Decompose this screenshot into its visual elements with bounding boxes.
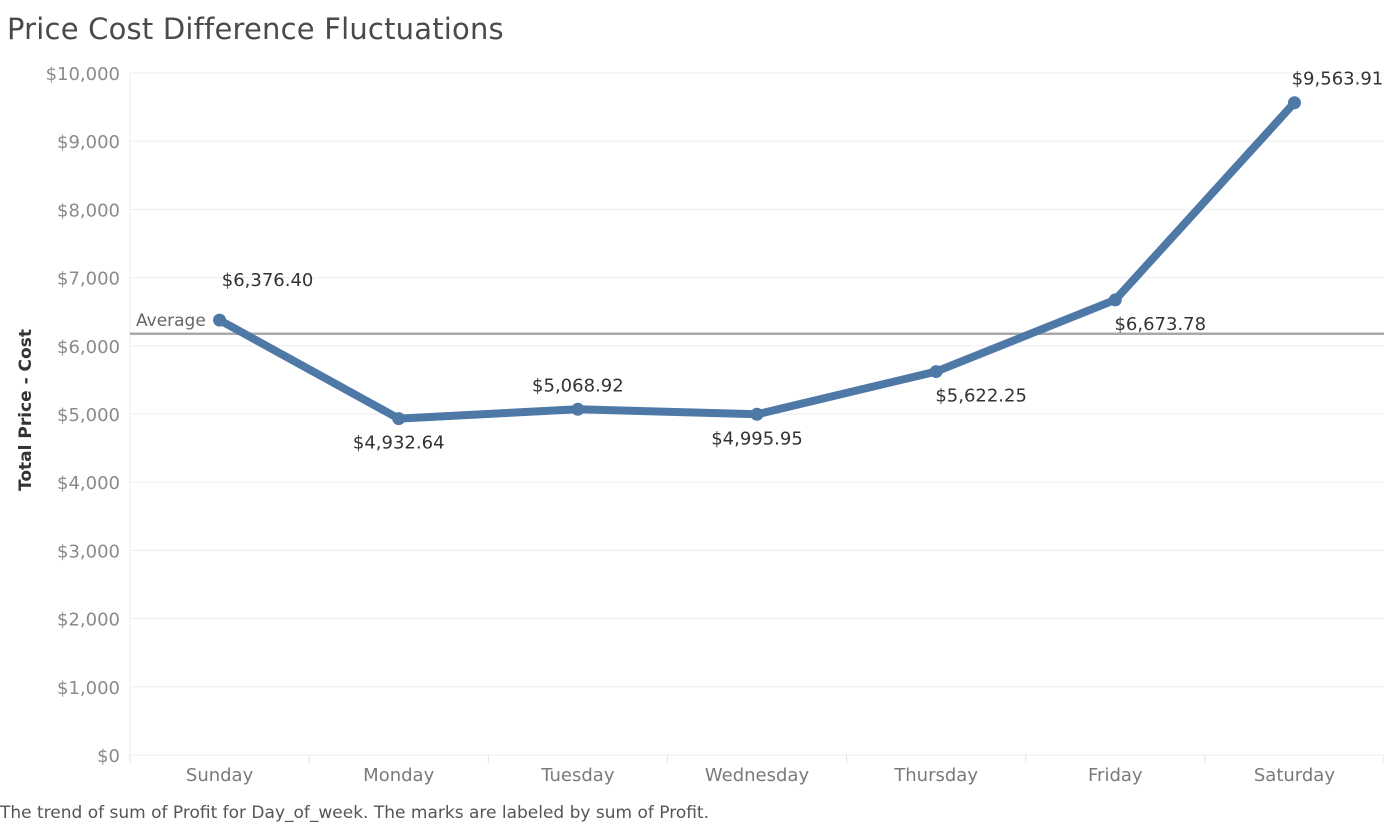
data-point [392,412,406,426]
chart-title: Price Cost Difference Fluctuations [7,12,504,46]
y-tick-label: $1,000 [57,678,120,699]
data-point [750,407,764,421]
series-line [215,98,1299,423]
y-tick-label: $4,000 [57,473,120,494]
data-label: $4,932.64 [353,433,445,454]
x-tick-label: Wednesday [705,765,810,786]
x-tick-label: Tuesday [540,765,615,786]
y-tick-label: $6,000 [57,337,120,358]
chart-caption: The trend of sum of Profit for Day_of_we… [0,803,710,823]
y-tick-labels: $0 $1,000 $2,000 $3,000 $4,000 $5,000 $6,000 $7… [46,64,120,767]
y-tick-label: $2,000 [57,610,120,631]
reference-line-group: Average [130,311,1384,336]
data-label: $6,673.78 [1114,314,1206,335]
data-label: $5,068.92 [532,375,624,396]
line-chart: $0 $1,000 $2,000 $3,000 $4,000 $5,000 $6,000 $7… [16,64,1384,786]
x-tick-label: Friday [1088,765,1143,786]
x-tick-labels: Sunday Monday Tuesday Wednesday Thursday Frid… [129,755,1384,786]
y-tick-label: $9,000 [57,132,120,153]
data-label: $5,622.25 [935,386,1027,407]
x-tick-label: Thursday [893,765,978,786]
y-axis-title: Total Price - Cost [16,329,36,491]
data-point [929,365,943,379]
data-labels: $6,376.40 $4,932.64 $5,068.92 $4,995.95 $5,6… [222,69,1383,454]
gridlines [130,72,1384,688]
data-point [1287,96,1301,110]
axes [129,73,1384,756]
data-label: $9,563.91 [1292,69,1384,90]
x-tick-label: Sunday [186,765,254,786]
series-line-group [213,96,1301,426]
y-tick-label: $10,000 [46,64,120,85]
y-tick-label: $7,000 [57,269,120,290]
average-label: Average [136,311,206,331]
data-point [1108,293,1122,307]
y-tick-label: $8,000 [57,200,120,221]
data-point [213,313,227,327]
data-point [571,402,585,416]
x-tick-label: Saturday [1254,765,1335,786]
data-label: $4,995.95 [711,428,803,449]
y-tick-label: $3,000 [57,541,120,562]
x-tick-label: Monday [363,765,434,786]
data-label: $6,376.40 [222,270,314,291]
y-tick-label: $5,000 [57,405,120,426]
y-tick-label: $0 [97,746,120,767]
